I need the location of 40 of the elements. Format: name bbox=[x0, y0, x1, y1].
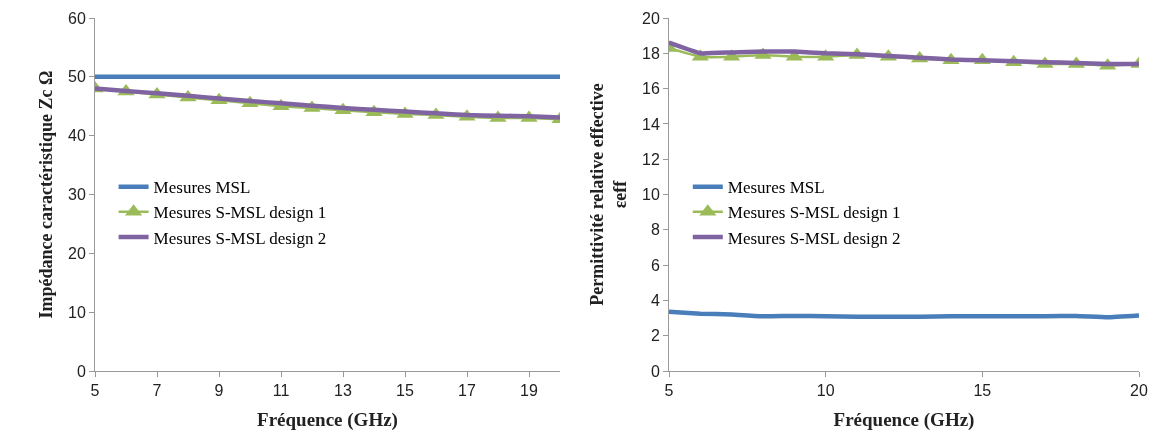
legend-label: Mesures S-MSL design 1 bbox=[153, 203, 327, 223]
y-tick-label: 16 bbox=[642, 80, 660, 98]
y-tick-label: 12 bbox=[642, 150, 660, 168]
x-axis-title: Fréquence (GHz) bbox=[833, 409, 975, 431]
y-tick-label: 40 bbox=[68, 127, 86, 145]
y-tick-label: 10 bbox=[68, 303, 86, 321]
x-tick-label: 11 bbox=[272, 382, 290, 400]
y-tick-label: 20 bbox=[642, 9, 660, 27]
y-tick-label: 4 bbox=[650, 292, 660, 309]
legend-label: Mesures MSL bbox=[153, 178, 251, 198]
x-axis-title: Fréquence (GHz) bbox=[257, 409, 398, 431]
x-tick-label: 15 bbox=[396, 382, 414, 400]
y-tick-label: 18 bbox=[642, 44, 660, 62]
y-tick-label: 10 bbox=[642, 186, 660, 204]
y-tick-label: 2 bbox=[650, 327, 660, 345]
y-axis-title: Impédance caractéristique Zc Ω bbox=[36, 70, 57, 319]
y-tick-label: 14 bbox=[642, 115, 660, 133]
y-tick-label: 8 bbox=[650, 221, 660, 239]
x-tick-label: 5 bbox=[664, 382, 674, 400]
y-tick-label: 6 bbox=[650, 256, 660, 274]
y-tick-label: 60 bbox=[68, 9, 86, 27]
legend-label: Mesures S-MSL design 2 bbox=[727, 228, 901, 248]
y-axis-title: Permittivité relative effective εeff bbox=[586, 83, 631, 306]
x-tick-label: 5 bbox=[90, 382, 100, 400]
x-tick-label: 7 bbox=[152, 382, 162, 400]
y-tick-label: 0 bbox=[76, 362, 86, 380]
x-tick-label: 15 bbox=[973, 382, 992, 400]
y-tick-label: 50 bbox=[68, 68, 86, 86]
x-tick-label: 13 bbox=[334, 382, 352, 400]
x-tick-label: 19 bbox=[520, 382, 538, 400]
legend-label: Mesures S-MSL design 2 bbox=[153, 228, 327, 248]
legend-label: Mesures MSL bbox=[727, 178, 825, 198]
y-tick-label: 30 bbox=[68, 186, 86, 204]
x-tick-label: 10 bbox=[816, 382, 835, 400]
legend-label: Mesures S-MSL design 1 bbox=[727, 203, 901, 223]
y-tick-label: 20 bbox=[68, 244, 86, 262]
x-tick-label: 9 bbox=[214, 382, 224, 400]
x-tick-label: 17 bbox=[458, 382, 476, 400]
x-tick-label: 20 bbox=[1130, 382, 1148, 400]
y-tick-label: 0 bbox=[650, 362, 660, 380]
